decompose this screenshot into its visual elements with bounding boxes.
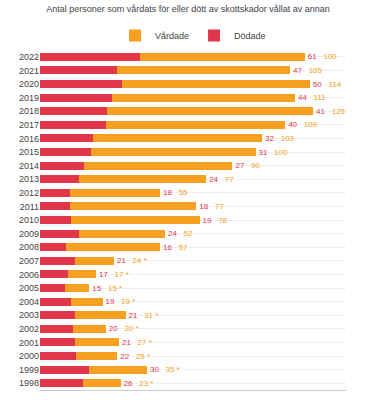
svg-text:2001: 2001 — [19, 338, 39, 348]
svg-text:19 19 *: 19 19 * — [106, 297, 136, 306]
svg-text:27 90: 27 90 — [235, 161, 260, 170]
svg-text:2022: 2022 — [19, 52, 39, 62]
svg-text:47 105: 47 105 — [293, 66, 322, 75]
svg-text:1999: 1999 — [19, 365, 39, 375]
svg-text:2004: 2004 — [19, 297, 39, 307]
svg-text:32 103: 32 103 — [265, 134, 294, 143]
svg-text:2007: 2007 — [19, 256, 39, 266]
svg-text:2018: 2018 — [19, 106, 39, 116]
svg-text:21 31 *: 21 31 * — [129, 311, 159, 320]
svg-text:21 27 *: 21 27 * — [122, 338, 152, 347]
svg-text:2003: 2003 — [19, 310, 39, 320]
svg-text:2016: 2016 — [19, 134, 39, 144]
svg-text:2017: 2017 — [19, 120, 39, 130]
svg-text:18 77: 18 77 — [199, 202, 224, 211]
svg-text:2012: 2012 — [19, 188, 39, 198]
svg-text:2005: 2005 — [19, 283, 39, 293]
svg-text:18 55: 18 55 — [163, 188, 188, 197]
svg-text:21 24 *: 21 24 * — [117, 256, 147, 265]
svg-text:2013: 2013 — [19, 174, 39, 184]
svg-text:17 17 *: 17 17 * — [99, 270, 129, 279]
svg-text:2020: 2020 — [19, 79, 39, 89]
svg-text:Antal personer som vårdats för: Antal personer som vårdats för eller döt… — [46, 4, 330, 14]
svg-text:Vårdade: Vårdade — [155, 31, 189, 41]
svg-text:2006: 2006 — [19, 270, 39, 280]
svg-text:19 78: 19 78 — [203, 216, 228, 225]
svg-text:Dödade: Dödade — [234, 31, 266, 41]
svg-text:2008: 2008 — [19, 242, 39, 252]
svg-text:30 35 *: 30 35 * — [150, 365, 180, 374]
svg-text:24 52: 24 52 — [168, 229, 193, 238]
svg-text:16 57: 16 57 — [163, 243, 188, 252]
svg-text:22 25 *: 22 25 * — [120, 352, 150, 361]
svg-text:1998: 1998 — [19, 378, 39, 388]
svg-text:2010: 2010 — [19, 215, 39, 225]
svg-text:20 20 *: 20 20 * — [109, 324, 139, 333]
svg-text:44 111: 44 111 — [298, 93, 326, 102]
svg-text:31 100: 31 100 — [259, 148, 288, 157]
svg-text:50 114: 50 114 — [313, 80, 342, 89]
svg-text:2021: 2021 — [19, 66, 39, 76]
svg-text:40 109: 40 109 — [288, 120, 317, 129]
svg-text:26 23 *: 26 23 * — [124, 379, 154, 388]
svg-text:2014: 2014 — [19, 161, 39, 171]
svg-text:2009: 2009 — [19, 229, 39, 239]
svg-text:2015: 2015 — [19, 147, 39, 157]
svg-text:41 125: 41 125 — [316, 107, 345, 116]
svg-text:2000: 2000 — [19, 351, 39, 361]
svg-text:2002: 2002 — [19, 324, 39, 334]
svg-text:2019: 2019 — [19, 93, 39, 103]
svg-text:15 15 *: 15 15 * — [92, 284, 122, 293]
svg-text:2011: 2011 — [20, 202, 39, 212]
svg-text:24 77: 24 77 — [209, 175, 234, 184]
svg-text:61 100: 61 100 — [308, 52, 337, 61]
